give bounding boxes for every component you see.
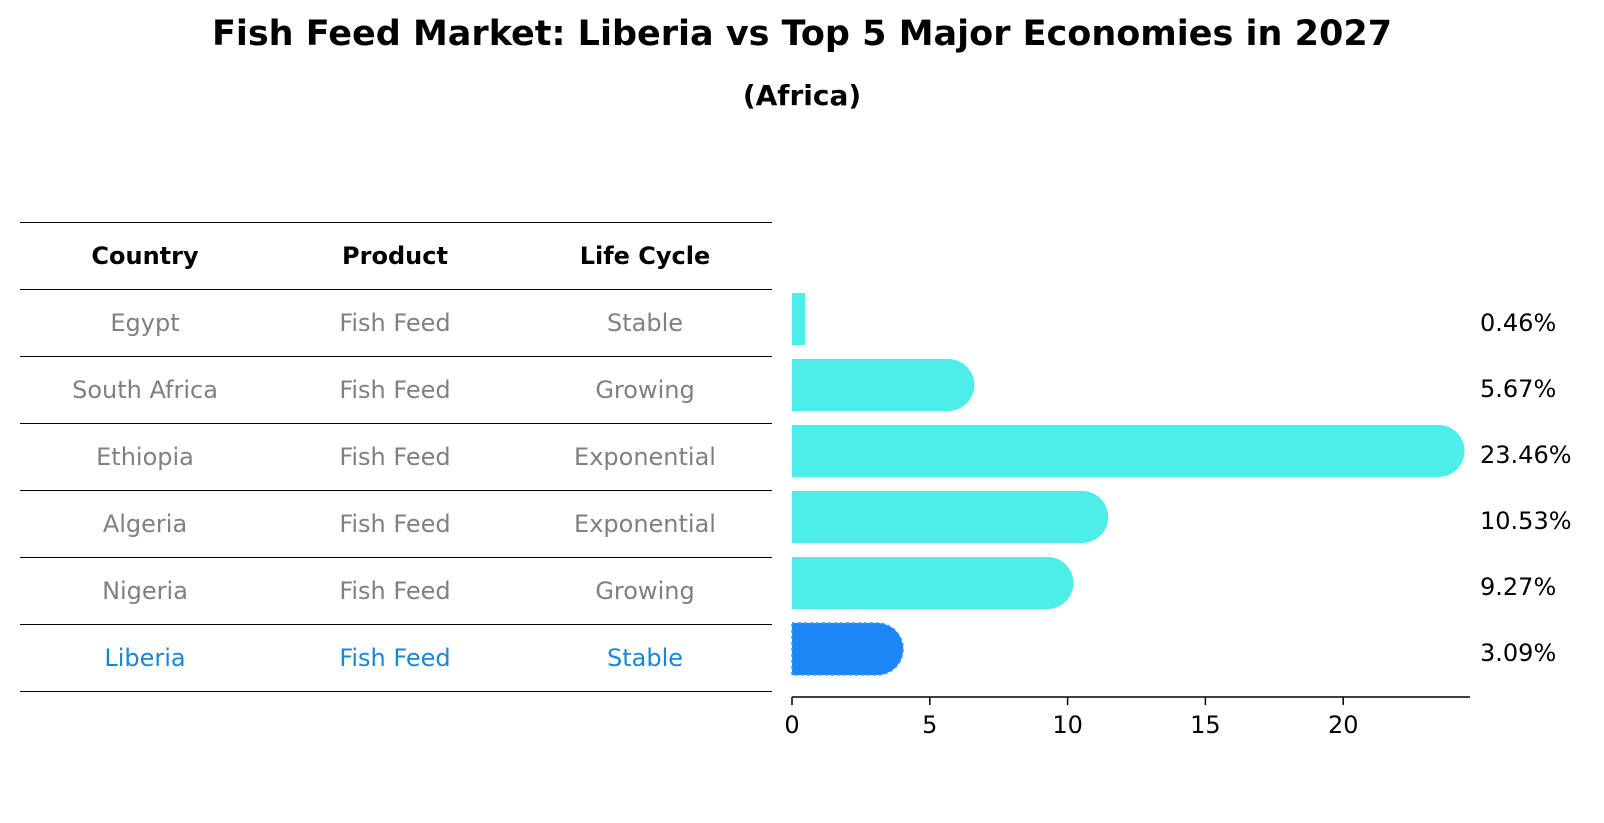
bar-nigeria xyxy=(792,557,1074,609)
cell-product: Fish Feed xyxy=(339,443,451,471)
bar-egypt xyxy=(792,293,805,345)
value-label: 10.53% xyxy=(1480,507,1572,535)
cell-product: Fish Feed xyxy=(339,644,451,672)
cell-product: Fish Feed xyxy=(339,510,451,538)
table-header-row: Country Product Life Cycle xyxy=(20,222,772,289)
x-tick-label: 10 xyxy=(1052,711,1083,739)
cell-product: Fish Feed xyxy=(339,376,451,404)
cell-country: Algeria xyxy=(102,510,188,538)
cell-life-cycle: Stable xyxy=(606,644,684,672)
cell-life-cycle: Growing xyxy=(595,376,695,404)
header-country: Country xyxy=(91,242,199,270)
bar-south-africa xyxy=(792,359,975,411)
cell-country: Ethiopia xyxy=(96,443,194,471)
cell-product: Fish Feed xyxy=(339,577,451,605)
value-label: 0.46% xyxy=(1480,309,1556,337)
table-row: Algeria Fish Feed Exponential xyxy=(20,490,772,557)
value-label: 5.67% xyxy=(1480,375,1556,403)
table-row: Egypt Fish Feed Stable xyxy=(20,289,772,356)
table-row: Ethiopia Fish Feed Exponential xyxy=(20,423,772,490)
value-label: 23.46% xyxy=(1480,441,1572,469)
bar-liberia xyxy=(791,622,904,676)
cell-country: South Africa xyxy=(72,376,218,404)
x-tick-label: 0 xyxy=(784,711,799,739)
cell-life-cycle: Exponential xyxy=(574,443,716,471)
bars-group xyxy=(791,293,1465,676)
table-row: Nigeria Fish Feed Growing xyxy=(20,557,772,624)
value-label: 3.09% xyxy=(1480,639,1556,667)
value-label: 9.27% xyxy=(1480,573,1556,601)
x-tick-label: 5 xyxy=(922,711,937,739)
x-axis: 0 5 10 15 20 xyxy=(784,696,1470,739)
country-table: Country Product Life Cycle Egypt Fish Fe… xyxy=(20,222,772,692)
cell-life-cycle: Stable xyxy=(606,309,684,337)
cell-life-cycle: Growing xyxy=(595,577,695,605)
cell-product: Fish Feed xyxy=(339,309,451,337)
x-tick-label: 15 xyxy=(1190,711,1221,739)
cell-country: Liberia xyxy=(104,644,186,672)
table-row: South Africa Fish Feed Growing xyxy=(20,356,772,423)
chart-subtitle: (Africa) xyxy=(742,79,862,112)
bar-ethiopia xyxy=(792,425,1465,477)
value-labels-group: 0.46% 5.67% 23.46% 10.53% 9.27% 3.09% xyxy=(1480,309,1572,667)
header-life-cycle: Life Cycle xyxy=(579,242,711,270)
chart-title: Fish Feed Market: Liberia vs Top 5 Major… xyxy=(211,14,1393,54)
bar-algeria xyxy=(792,491,1109,543)
cell-country: Nigeria xyxy=(102,577,188,605)
header-product: Product xyxy=(342,242,448,270)
cell-country: Egypt xyxy=(110,309,180,337)
x-tick-label: 20 xyxy=(1328,711,1359,739)
cell-life-cycle: Exponential xyxy=(574,510,716,538)
table-row-highlight: Liberia Fish Feed Stable xyxy=(20,624,772,692)
